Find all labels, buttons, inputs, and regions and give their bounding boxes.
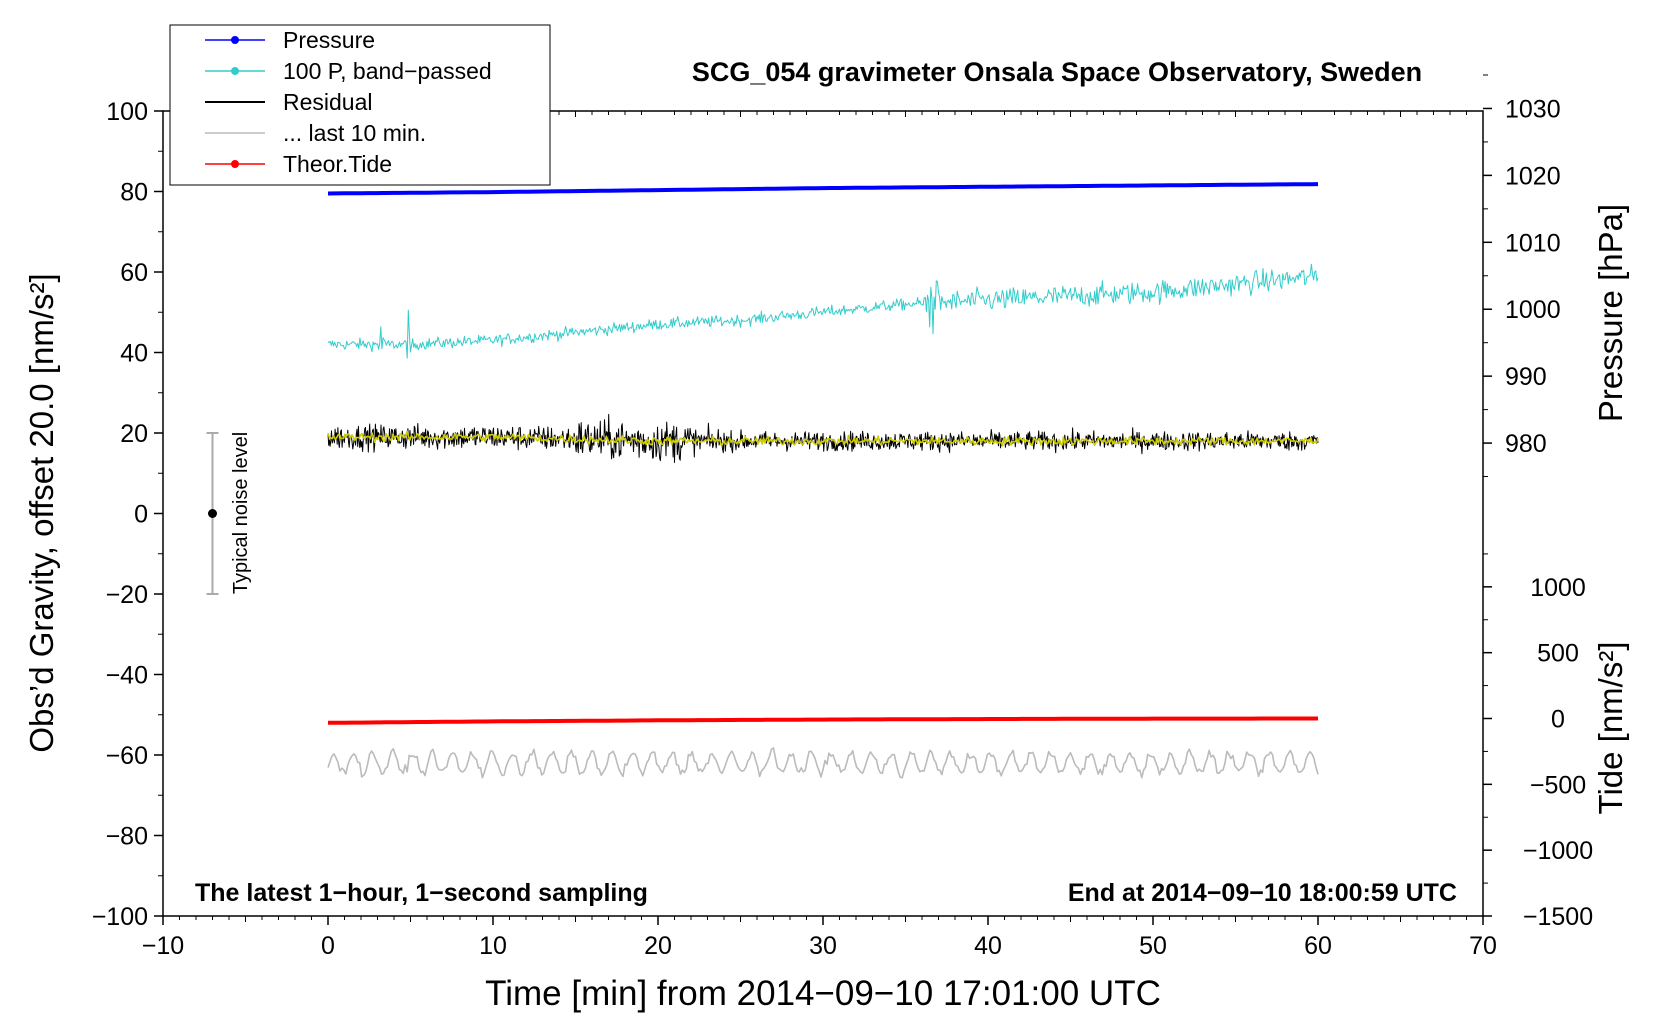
y-tick-label: −40 (106, 662, 148, 690)
tide-axis-label: Tide [nm/s²] (1592, 642, 1629, 815)
noise-indicator (206, 432, 219, 595)
pressure-tick-label: 1010 (1505, 229, 1561, 257)
annotation-right: End at 2014−09−10 18:00:59 UTC (1068, 879, 1457, 907)
tide-tick-label: −1000 (1523, 837, 1593, 865)
y-tick-label: 80 (120, 179, 148, 207)
tide-tick-label: 1000 (1530, 574, 1586, 602)
y-tick-label: −80 (106, 823, 148, 851)
noise-center-dot (208, 509, 217, 518)
y-tick-label: 20 (120, 420, 148, 448)
tide-tick-label: 0 (1551, 706, 1565, 734)
series--last-10-min (327, 747, 1319, 779)
pressure-axis-label: Pressure [hPa] (1592, 204, 1629, 422)
x-tick-label: 20 (644, 932, 672, 960)
pressure-tick-label: 990 (1505, 363, 1547, 391)
y-tick-label: −100 (92, 903, 148, 931)
legend-label: ... last 10 min. (283, 120, 426, 146)
tide-tick-label: 500 (1537, 640, 1579, 668)
legend-label: 100 P, band−passed (283, 58, 492, 84)
pressure-axis-ticks: 980 990 1000 1010 1020 1030 (1483, 74, 1561, 478)
legend-label: Theor.Tide (283, 151, 392, 177)
legend-marker (231, 160, 239, 168)
series-residual (327, 413, 1319, 463)
pressure-tick-label: 980 (1505, 430, 1547, 458)
x-tick-label: 60 (1304, 932, 1332, 960)
noise-indicator-label: Typical noise level (230, 432, 252, 594)
series-theor-tide (328, 716, 1318, 725)
legend: Pressure 100 P, band−passed Residual ... la… (169, 24, 551, 186)
tide-tick-label: −500 (1530, 771, 1586, 799)
legend-marker (231, 67, 239, 75)
x-tick-label: −10 (142, 932, 184, 960)
y-axis-label: Obs’d Gravity, offset 20.0 [nm/s²] (23, 273, 60, 752)
y-tick-label: 0 (134, 501, 148, 529)
tide-axis-ticks: −1500 −1000 −500 0 500 1000 (1483, 553, 1593, 931)
pressure-tick-label: 1030 (1505, 95, 1561, 123)
x-axis-label: Time [min] from 2014−09−10 17:01:00 UTC (485, 974, 1161, 1013)
y-tick-label: 100 (106, 98, 148, 126)
pressure-tick-label: 1020 (1505, 162, 1561, 190)
legend-marker (231, 36, 239, 44)
x-tick-label: 10 (479, 932, 507, 960)
y-tick-label: 40 (120, 340, 148, 368)
x-tick-label: 30 (809, 932, 837, 960)
series-100-p-band-passed (327, 263, 1319, 359)
x-tick-label: 70 (1469, 932, 1497, 960)
chart-title: SCG_054 gravimeter Onsala Space Observat… (692, 57, 1422, 87)
y-tick-label: −60 (106, 742, 148, 770)
plot-frame (162, 110, 1484, 917)
series-residual-smoothed (327, 430, 1319, 447)
legend-label: Residual (283, 89, 373, 115)
x-tick-label: 0 (321, 932, 335, 960)
x-tick-label: 50 (1139, 932, 1167, 960)
y-tick-label: 60 (120, 259, 148, 287)
series-pressure (327, 182, 1319, 196)
y-axis-ticks: −100 −80 −60 −40 −20 0 20 40 60 80 100 (92, 98, 163, 931)
legend-label: Pressure (283, 27, 375, 53)
legend-box (169, 24, 551, 186)
y-tick-label: −20 (106, 581, 148, 609)
annotation-left: The latest 1−hour, 1−second sampling (195, 879, 648, 907)
x-tick-label: 40 (974, 932, 1002, 960)
tide-tick-label: −1500 (1523, 903, 1593, 931)
x-axis-ticks: −10 0 10 20 30 40 50 60 70 (142, 111, 1497, 960)
pressure-tick-label: 1000 (1505, 296, 1561, 324)
series-layer (327, 182, 1319, 779)
